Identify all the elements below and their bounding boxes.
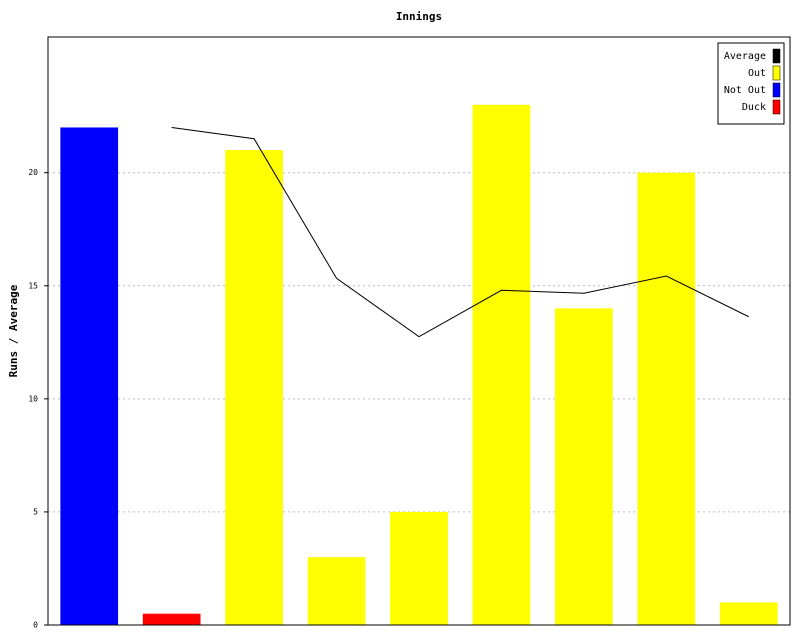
bar	[637, 172, 696, 625]
bar	[719, 602, 778, 625]
y-tick-label: 15	[28, 281, 38, 290]
legend-swatch	[772, 65, 781, 81]
legend-swatch	[772, 82, 781, 98]
bar	[142, 613, 201, 625]
y-tick-label: 5	[33, 507, 38, 516]
bar	[225, 150, 283, 626]
plot-frame	[47, 36, 791, 626]
chart-title: Innings	[396, 10, 442, 23]
legend-label: Out	[748, 68, 766, 79]
bar	[390, 511, 448, 625]
bar	[307, 557, 366, 625]
legend-label: Average	[724, 51, 766, 62]
bar	[555, 308, 613, 625]
legend: Average Out Not Out Duck	[717, 42, 785, 125]
legend-label: Not Out	[724, 85, 766, 96]
y-axis-label: Runs / Average	[7, 284, 20, 377]
bar	[472, 104, 531, 626]
legend-swatch	[772, 48, 781, 64]
y-tick-label: 20	[28, 168, 38, 177]
legend-label: Duck	[742, 102, 766, 113]
y-tick-label: 10	[28, 394, 38, 403]
y-tick-label: 0	[33, 621, 38, 630]
legend-swatch	[772, 99, 781, 115]
average-line	[171, 126, 749, 338]
bar	[60, 127, 119, 625]
